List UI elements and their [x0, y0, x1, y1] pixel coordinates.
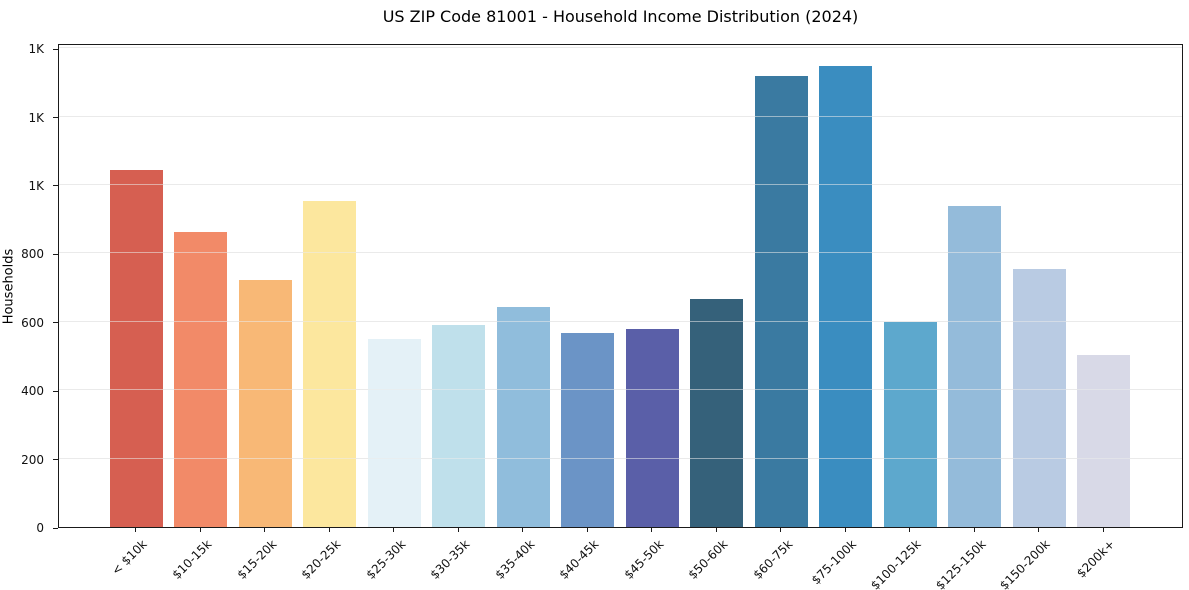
gridline-overlay: [59, 457, 1182, 459]
gridline-overlay: [59, 115, 1182, 117]
bar: [690, 298, 743, 527]
x-tick-mark: [909, 528, 910, 532]
bar: [367, 339, 421, 527]
y-tick-mark: [53, 117, 58, 119]
plot-area: [58, 44, 1183, 528]
x-tick-label: $125-150k: [932, 537, 989, 590]
x-tick-label: < $10k: [109, 537, 150, 578]
y-tick-mark: [53, 185, 58, 187]
x-tick-mark: [328, 528, 330, 532]
x-tick-mark: [264, 528, 265, 532]
bar: [883, 321, 937, 527]
y-tick-label: 1K: [28, 110, 44, 125]
x-tick-label: $75-100k: [809, 537, 860, 588]
x-tick-label: $25-30k: [363, 537, 408, 582]
x-tick-label: $15-20k: [234, 537, 279, 582]
y-tick-label: 1K: [28, 178, 44, 193]
y-axis-label: Households: [1, 248, 17, 325]
bar: [754, 75, 808, 527]
x-tick-label: $100-125k: [868, 537, 924, 590]
x-tick-label: $200k+: [1073, 537, 1118, 581]
y-tick-label: 0: [36, 521, 44, 535]
gridline-overlay: [59, 183, 1182, 185]
bar: [174, 232, 227, 527]
bar: [819, 66, 872, 527]
x-tick-mark: [844, 528, 846, 532]
x-tick-mark: [1038, 528, 1039, 532]
x-tick-label: $10-15k: [169, 537, 215, 582]
x-tick-mark: [780, 528, 781, 532]
x-tick-mark: [973, 528, 975, 532]
y-tick-mark: [53, 527, 58, 529]
bar: [625, 329, 679, 527]
gridline-overlay: [59, 47, 1182, 49]
y-tick-label: 1K: [28, 42, 44, 57]
y-tick-label: 400: [21, 384, 44, 399]
y-tick-label: 200: [21, 452, 44, 467]
gridline-overlay: [59, 389, 1182, 391]
bar: [561, 333, 614, 527]
x-tick-label: $60-75k: [750, 537, 795, 582]
x-tick-mark: [393, 528, 394, 532]
y-tick-mark: [53, 390, 58, 392]
y-tick-mark: [53, 322, 58, 324]
bar: [948, 206, 1001, 527]
x-tick-label: $50-60k: [685, 537, 731, 582]
gridline-overlay: [59, 252, 1182, 254]
bar: [238, 280, 292, 527]
x-tick-label: $20-25k: [298, 537, 344, 582]
y-tick-mark: [53, 253, 58, 255]
chart-title: US ZIP Code 81001 - Household Income Dis…: [382, 7, 859, 26]
x-tick-mark: [715, 528, 717, 532]
bar: [109, 170, 163, 527]
x-tick-label: $150-200k: [997, 537, 1053, 590]
gridline-overlay: [59, 320, 1182, 322]
bar: [1012, 269, 1066, 527]
y-tick-label: 800: [21, 247, 44, 262]
bar: [432, 324, 485, 527]
x-tick-label: $35-40k: [492, 537, 537, 582]
x-tick-label: $30-35k: [427, 537, 473, 582]
x-tick-mark: [586, 528, 588, 532]
y-tick-label: 600: [21, 315, 44, 330]
x-tick-mark: [135, 528, 136, 532]
bar: [496, 307, 550, 527]
x-tick-mark: [199, 528, 201, 532]
x-tick-mark: [522, 528, 523, 532]
bar: [1077, 354, 1130, 527]
x-tick-label: $45-50k: [621, 537, 666, 582]
bar: [303, 201, 356, 527]
x-tick-mark: [1102, 528, 1104, 532]
y-tick-mark: [53, 48, 58, 50]
x-tick-mark: [651, 528, 652, 532]
y-tick-mark: [53, 459, 58, 461]
x-tick-mark: [457, 528, 459, 532]
x-tick-label: $40-45k: [556, 537, 602, 582]
